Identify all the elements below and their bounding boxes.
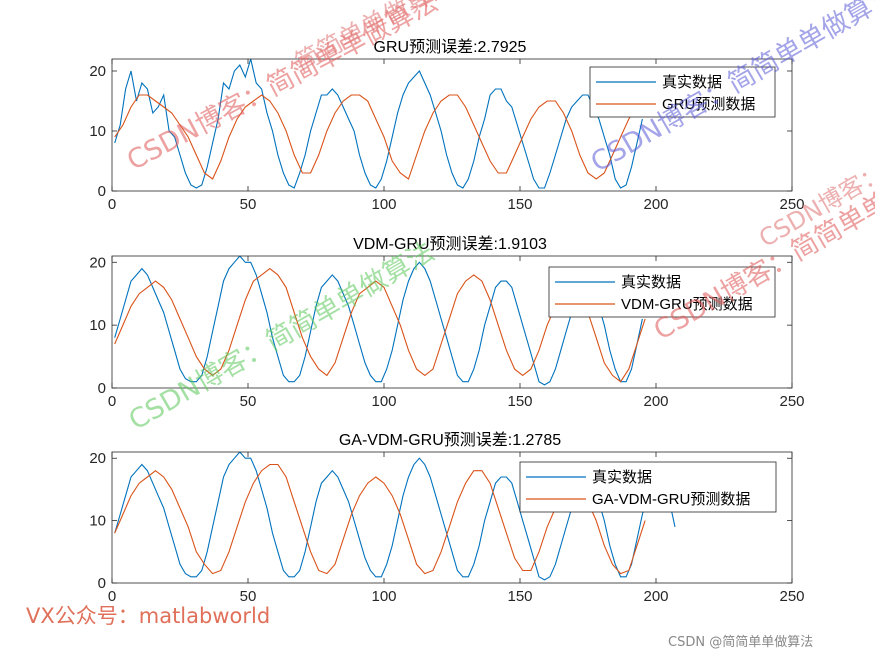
legend-label: 真实数据 <box>621 273 681 291</box>
series-line-actual <box>114 256 643 386</box>
y-tick-label: 20 <box>89 450 106 467</box>
y-tick-label: 0 <box>98 575 106 592</box>
x-tick-label: 100 <box>371 393 396 410</box>
chart-title: GA-VDM-GRU预测误差:1.2785 <box>339 431 561 449</box>
x-tick-label: 150 <box>507 393 532 410</box>
x-tick-label: 250 <box>779 588 804 605</box>
subplot-1: 0 50 100 150 200 250 0 10 20 GRU预测误差:2.7925 真实数据 GR… <box>89 38 804 213</box>
legend: 真实数据 GA-VDM-GRU预测数据 <box>519 461 777 513</box>
x-tick-label: 100 <box>371 588 396 605</box>
legend: 真实数据 GRU预测数据 <box>589 66 776 118</box>
legend-label: GRU预测数据 <box>662 96 755 113</box>
x-tick-label: 0 <box>108 588 116 605</box>
y-tick-label: 20 <box>89 254 106 271</box>
vx-watermark: VX公众号：matlabworld <box>26 604 271 628</box>
y-tick-label: 0 <box>98 380 106 397</box>
y-tick-label: 20 <box>89 63 106 80</box>
subplot-2: 0 50 100 150 200 25001020VDM-GRU预测误差:1.9103真实… <box>89 235 804 410</box>
x-tick-label: 0 <box>108 393 116 410</box>
chart-title: VDM-GRU预测误差:1.9103 <box>353 235 547 253</box>
x-tick-label: 200 <box>643 393 668 410</box>
axes-box <box>111 255 793 389</box>
x-tick-label: 50 <box>240 588 257 605</box>
legend-label: GA-VDM-GRU预测数据 <box>592 491 750 508</box>
x-tick-label: 50 <box>240 393 257 410</box>
legend-box <box>519 461 777 513</box>
legend-box <box>589 66 776 118</box>
y-tick-label: 10 <box>89 513 106 530</box>
axes-box <box>111 451 793 584</box>
y-tick-label: 10 <box>89 123 106 140</box>
legend: 真实数据 VDM-GRU预测数据 <box>548 266 776 318</box>
legend-box <box>548 266 776 318</box>
series-line-predicted <box>114 94 646 180</box>
legend-label: 真实数据 <box>662 73 722 91</box>
csdn-credit: CSDN @简简单单做算法 <box>668 635 814 650</box>
x-tick-label: 250 <box>779 393 804 410</box>
x-tick-label: 200 <box>643 196 668 213</box>
x-tick-label: 250 <box>779 196 804 213</box>
subplot-3: 0 50 100 150 200 250 0 10 20 GA-VDM-GRU预测误差:1.278… <box>89 431 804 605</box>
series-line-actual <box>114 59 643 189</box>
x-tick-label: 150 <box>507 196 532 213</box>
x-tick-label: 200 <box>643 588 668 605</box>
x-tick-label: 150 <box>507 588 532 605</box>
legend-label: VDM-GRU预测数据 <box>621 296 753 313</box>
y-tick-label: 0 <box>98 183 106 200</box>
x-tick-label: 100 <box>371 196 396 213</box>
x-tick-label: 0 <box>108 196 116 213</box>
chart-title: GRU预测误差:2.7925 <box>374 38 527 56</box>
x-tick-label: 50 <box>240 196 257 213</box>
y-tick-label: 10 <box>89 317 106 334</box>
axes-box <box>111 58 793 192</box>
legend-label: 真实数据 <box>592 468 652 486</box>
